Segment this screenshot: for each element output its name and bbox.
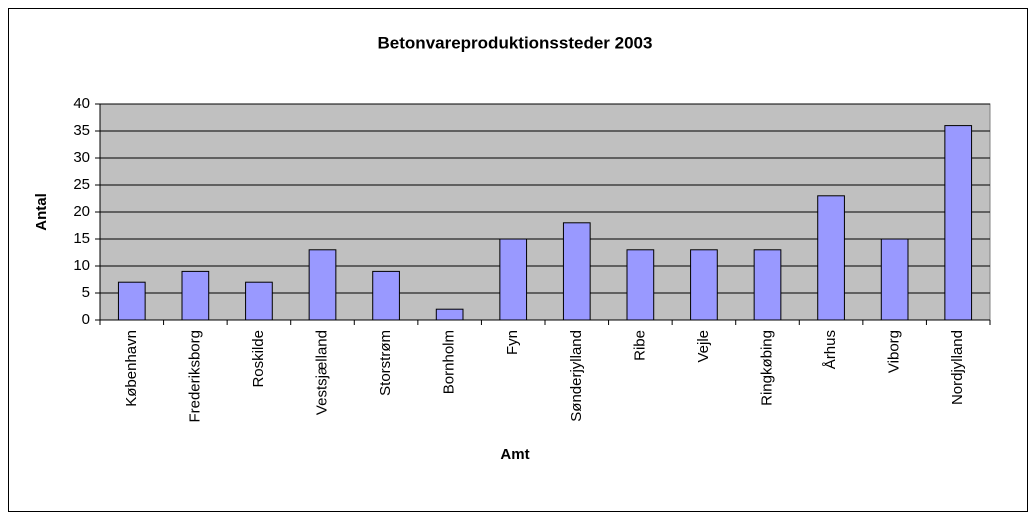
x-tick-label: Vejle <box>695 330 712 363</box>
y-tick-label: 10 <box>73 257 90 274</box>
bar <box>372 270 400 321</box>
x-tick-label: København <box>123 330 140 407</box>
y-axis-label: Antal <box>33 193 50 231</box>
y-tick-label: 30 <box>73 149 90 166</box>
bar <box>690 249 718 321</box>
y-tick-label: 20 <box>73 203 90 220</box>
x-tick-label: Viborg <box>886 330 903 373</box>
bar <box>117 281 146 321</box>
x-tick-label: Århus <box>822 330 839 369</box>
x-tick-label: Ribe <box>631 330 648 361</box>
bar <box>499 238 528 321</box>
x-tick-label: Frederiksborg <box>186 330 203 423</box>
y-tick-label: 15 <box>73 230 90 247</box>
x-axis-label: Amt <box>500 446 529 463</box>
x-tick-label: Bornholm <box>441 330 458 394</box>
y-tick-label: 35 <box>73 122 90 139</box>
y-tick-label: 0 <box>82 311 90 328</box>
x-tick-label: Nordjylland <box>949 330 966 405</box>
bar <box>562 222 591 321</box>
y-tick-label: 5 <box>82 284 90 301</box>
x-tick-label: Vestsjælland <box>313 330 330 415</box>
y-tick-label: 40 <box>73 95 90 112</box>
bar <box>181 270 210 321</box>
x-tick-label: Fyn <box>504 330 521 355</box>
y-tick-label: 25 <box>73 176 90 193</box>
x-tick-label: Roskilde <box>250 330 267 388</box>
x-tick-label: Storstrøm <box>377 330 394 396</box>
bar <box>817 195 845 321</box>
x-tick-label: Ringkøbing <box>758 330 775 406</box>
bar <box>435 308 464 321</box>
x-tick-label: Sønderjylland <box>568 330 585 422</box>
bar <box>753 249 782 321</box>
bar <box>944 125 973 321</box>
bar <box>308 249 337 321</box>
bar <box>245 281 273 321</box>
bar <box>880 238 909 321</box>
bar <box>626 249 655 321</box>
chart-title: Betonvareproduktionssteder 2003 <box>378 33 653 52</box>
